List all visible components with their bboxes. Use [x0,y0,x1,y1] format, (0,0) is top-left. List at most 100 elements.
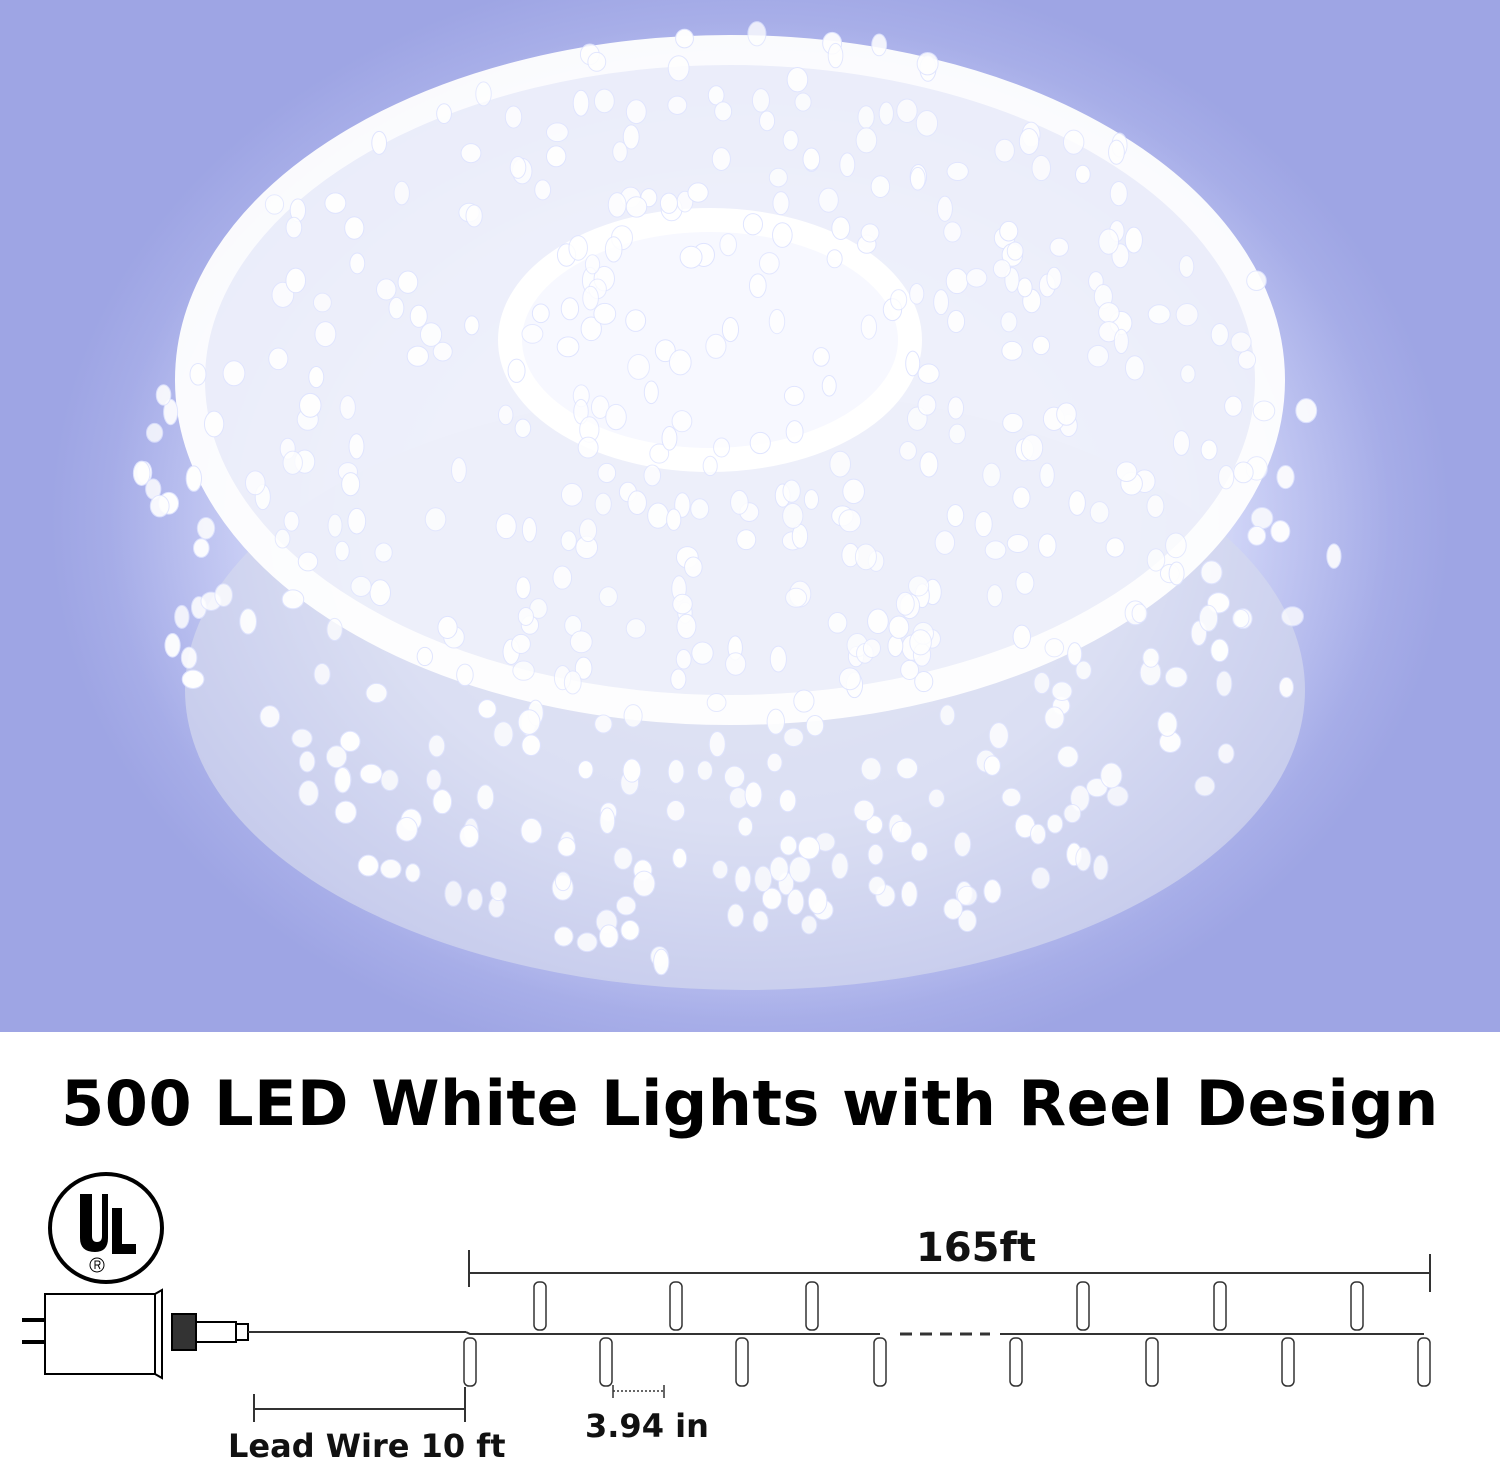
bulb-spacing-label: 3.94 in [585,1407,709,1445]
led-bulb [1295,398,1318,424]
led-bulb [1237,349,1257,370]
led-bulb [521,516,537,543]
bulb-icon [1213,1281,1227,1331]
led-bulb [712,859,729,880]
led-bulb [1049,237,1069,257]
led-bulb [862,638,881,659]
led-bulb [1017,277,1033,298]
led-bulb [341,472,361,497]
led-bulb [666,799,686,822]
led-bulb [917,363,940,384]
led-bulb [1100,762,1123,789]
led-bulb [577,436,599,459]
led-bulb [460,143,482,164]
led-bulb [797,836,821,860]
led-bulb [667,759,685,784]
led-bulb [625,196,648,218]
led-bulb [1146,494,1165,519]
led-bulb [312,292,332,313]
bulb-icon [873,1337,887,1387]
led-bulb [772,222,793,248]
led-bulb [1002,412,1024,434]
led-bulb [244,470,266,496]
led-bulb [779,789,797,813]
led-bulb [515,576,531,600]
led-bulb [1230,331,1252,353]
led-bulb [666,508,682,531]
led-bulb [783,727,804,748]
led-bulb [507,358,526,383]
ul-logo [48,1172,164,1284]
led-bulb [672,593,693,615]
led-bulb [359,763,383,785]
led-bulb [1015,571,1035,595]
led-bulb [957,909,977,933]
led-bulb [802,147,821,171]
led-bulb [707,85,725,106]
led-bulb [1247,525,1267,546]
led-bulb [557,837,577,857]
led-bulb [625,309,647,332]
led-bulb [734,865,752,893]
led-bulb [1068,490,1086,516]
led-bulb [572,89,590,117]
led-bulb [947,396,965,420]
led-bulb [1001,340,1023,361]
led-bulb [632,870,656,897]
led-bulb [145,422,164,443]
led-bulb [890,820,913,844]
led-bulb [900,659,920,681]
led-bulb [723,765,746,789]
lead-wire-dimension [253,1387,466,1422]
led-bulb [1147,304,1171,325]
led-bulb [299,392,322,418]
led-bulb [428,734,446,758]
bulb-icon [1350,1281,1364,1331]
led-bulb [868,876,886,896]
led-bulb [357,854,379,877]
led-bulb [298,750,316,773]
led-bulb [865,815,884,835]
led-bulb [380,769,399,792]
led-bulb [416,646,433,667]
led-bulb [805,714,825,737]
led-bulb [965,268,988,288]
led-bulb [613,846,633,870]
led-bulb [1175,302,1199,327]
led-bulb [725,652,747,676]
led-bulb [622,758,642,783]
led-bulb [867,843,884,866]
led-bulb [747,21,767,47]
led-bulb [800,915,818,935]
led-bulb [827,42,844,69]
led-bulb [860,223,880,243]
led-bulb [727,903,745,928]
led-bulb [1106,785,1129,807]
led-bulb [339,730,361,752]
led-bulb [622,124,640,150]
led-bulb [933,289,950,316]
led-bulb [203,410,225,438]
led-bulb [812,347,830,367]
led-bulb [560,482,583,507]
led-bulb [1006,241,1024,261]
led-bulb [946,161,969,182]
led-bulb [607,192,627,218]
led-bulb [870,175,891,199]
led-bulb [597,462,617,484]
led-bulb [1165,532,1187,559]
led-bulb [196,516,216,540]
led-bulb [661,425,678,451]
led-bulb [1217,743,1235,764]
led-bulb [1168,561,1185,586]
led-bulb [749,431,771,455]
product-photo-reel-lights [0,0,1500,1032]
led-bulb [456,663,474,687]
led-bulb [1087,344,1110,368]
led-bulb [758,252,780,275]
led-bulb [928,788,945,809]
led-bulb [900,880,918,908]
led-bulb [744,781,763,808]
led-bulb [563,670,582,695]
led-bulb [947,309,966,334]
